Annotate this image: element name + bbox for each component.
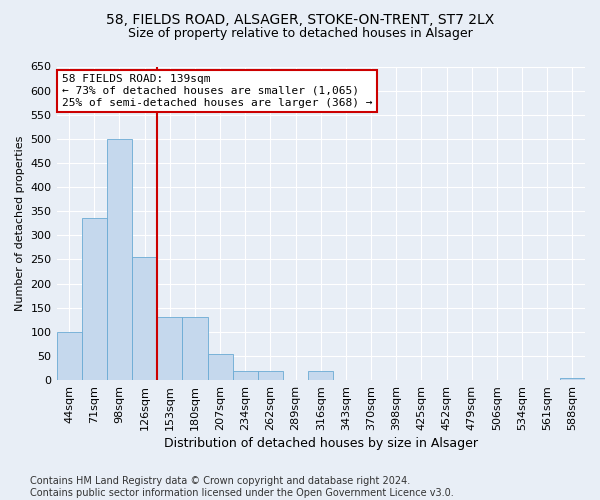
Bar — [107, 139, 132, 380]
Bar — [208, 354, 233, 380]
Text: 58, FIELDS ROAD, ALSAGER, STOKE-ON-TRENT, ST7 2LX: 58, FIELDS ROAD, ALSAGER, STOKE-ON-TRENT… — [106, 12, 494, 26]
Text: Contains HM Land Registry data © Crown copyright and database right 2024.
Contai: Contains HM Land Registry data © Crown c… — [30, 476, 454, 498]
Bar — [82, 218, 107, 380]
Bar — [132, 257, 157, 380]
Text: 58 FIELDS ROAD: 139sqm
← 73% of detached houses are smaller (1,065)
25% of semi-: 58 FIELDS ROAD: 139sqm ← 73% of detached… — [62, 74, 373, 108]
Bar — [182, 318, 208, 380]
Text: Size of property relative to detached houses in Alsager: Size of property relative to detached ho… — [128, 28, 472, 40]
Bar — [560, 378, 585, 380]
Bar — [233, 372, 258, 380]
Bar — [308, 372, 334, 380]
Bar — [56, 332, 82, 380]
X-axis label: Distribution of detached houses by size in Alsager: Distribution of detached houses by size … — [164, 437, 478, 450]
Bar — [157, 318, 182, 380]
Y-axis label: Number of detached properties: Number of detached properties — [15, 136, 25, 311]
Bar — [258, 372, 283, 380]
